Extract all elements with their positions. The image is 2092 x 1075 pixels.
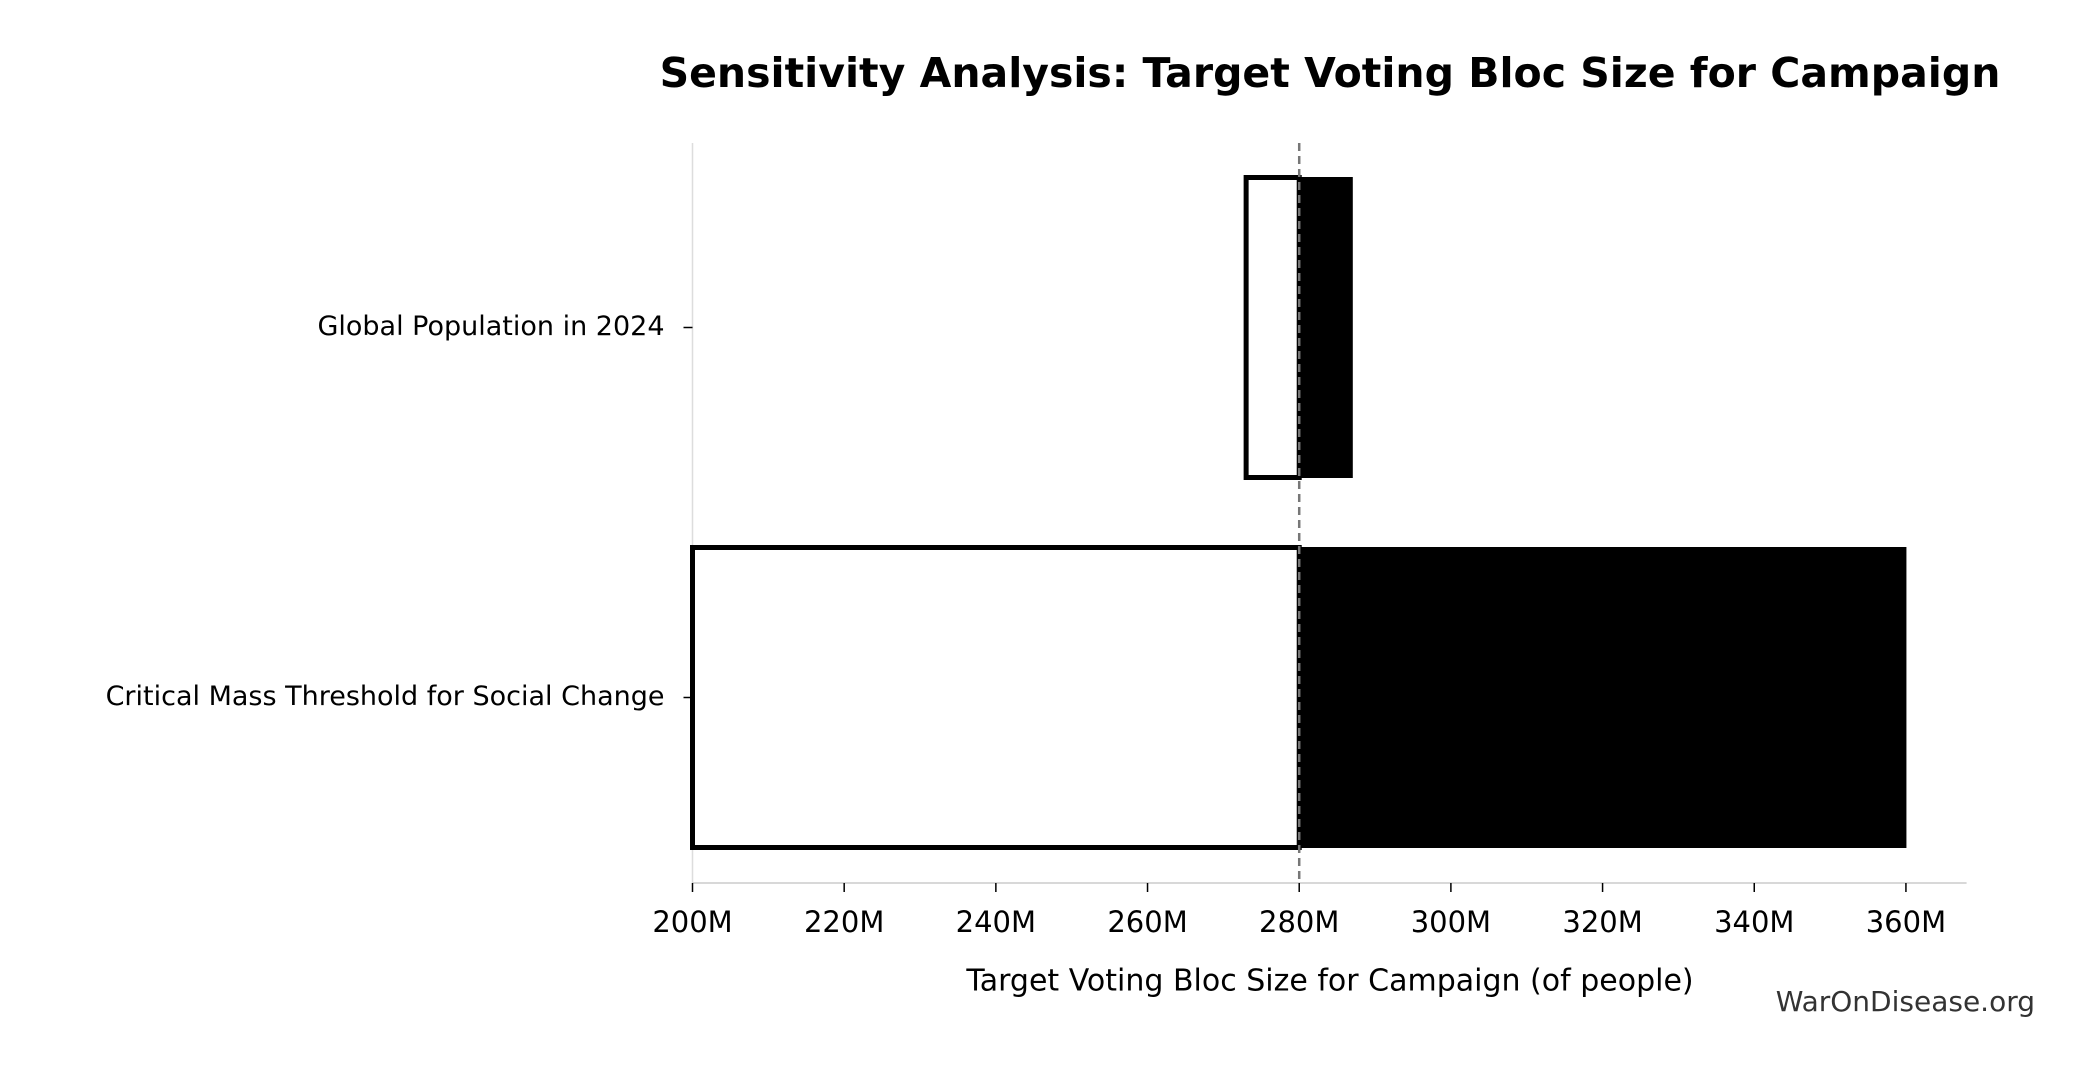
x-tick-label: 260M	[1107, 905, 1187, 939]
x-tick-label: 240M	[956, 905, 1036, 939]
high-bar	[1298, 547, 1907, 848]
x-tick-label: 220M	[804, 905, 884, 939]
chart-title: Sensitivity Analysis: Target Voting Bloc…	[660, 49, 2001, 97]
high-bar	[1298, 177, 1353, 478]
low-bar	[1243, 175, 1302, 480]
x-tick-label: 280M	[1259, 905, 1339, 939]
watermark: WarOnDisease.org	[1776, 985, 2035, 1018]
y-tick-label: Critical Mass Threshold for Social Chang…	[106, 681, 665, 712]
x-tick-label: 340M	[1714, 905, 1794, 939]
x-tick-label: 200M	[652, 905, 732, 939]
x-tick-label: 360M	[1866, 905, 1946, 939]
y-tick-label: Global Population in 2024	[317, 311, 664, 342]
low-bar	[690, 545, 1302, 850]
x-tick-label: 320M	[1562, 905, 1642, 939]
x-axis-label: Target Voting Bloc Size for Campaign (of…	[965, 964, 1693, 999]
x-tick-label: 300M	[1411, 905, 1491, 939]
